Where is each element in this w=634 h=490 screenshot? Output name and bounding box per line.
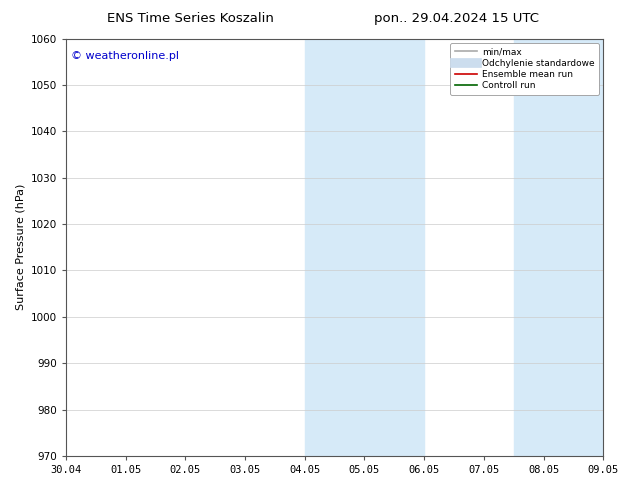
Bar [305, 39, 424, 456]
Legend: min/max, Odchylenie standardowe, Ensemble mean run, Controll run: min/max, Odchylenie standardowe, Ensembl… [450, 43, 599, 95]
Text: ENS Time Series Koszalin: ENS Time Series Koszalin [107, 12, 274, 25]
Text: pon.. 29.04.2024 15 UTC: pon.. 29.04.2024 15 UTC [374, 12, 539, 25]
Text: © weatheronline.pl: © weatheronline.pl [71, 51, 179, 61]
Bar [514, 39, 604, 456]
Y-axis label: Surface Pressure (hPa): Surface Pressure (hPa) [15, 184, 25, 311]
